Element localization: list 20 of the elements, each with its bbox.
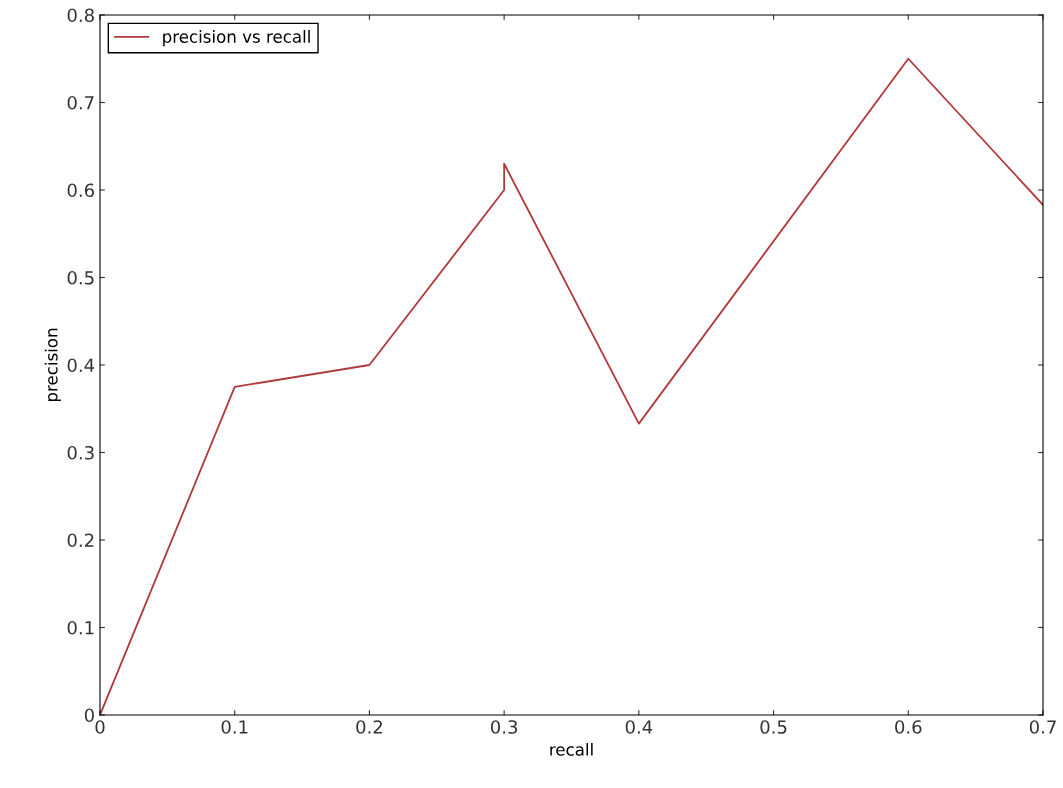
- x-tick-label: 0.6: [895, 720, 922, 734]
- x-tick-label: 0: [95, 720, 105, 734]
- x-tick-label: 0.7: [1029, 720, 1056, 734]
- y-tick-label: 0.1: [67, 620, 94, 635]
- y-tick-label: 0.8: [67, 8, 94, 23]
- x-tick-label: 0.5: [760, 720, 787, 734]
- x-axis-title: recall: [550, 742, 593, 756]
- x-tick-label: 0.1: [221, 720, 248, 734]
- y-tick-label: 0.6: [67, 183, 94, 198]
- x-tick-label: 0.4: [625, 720, 653, 734]
- x-tick-label: 0.3: [490, 720, 518, 734]
- y-tick-label: 0.3: [67, 445, 94, 460]
- y-axis-title: precision: [44, 328, 61, 402]
- legend-label: precision vs recall: [163, 30, 310, 47]
- y-tick-label: 0.5: [67, 270, 94, 285]
- x-tick-label: 0.2: [356, 720, 382, 734]
- y-tick-label: 0.2: [67, 533, 94, 548]
- y-tick-label: 0.4: [67, 358, 95, 373]
- y-tick-label: 0.7: [67, 95, 94, 110]
- y-tick-label: 0: [84, 708, 94, 723]
